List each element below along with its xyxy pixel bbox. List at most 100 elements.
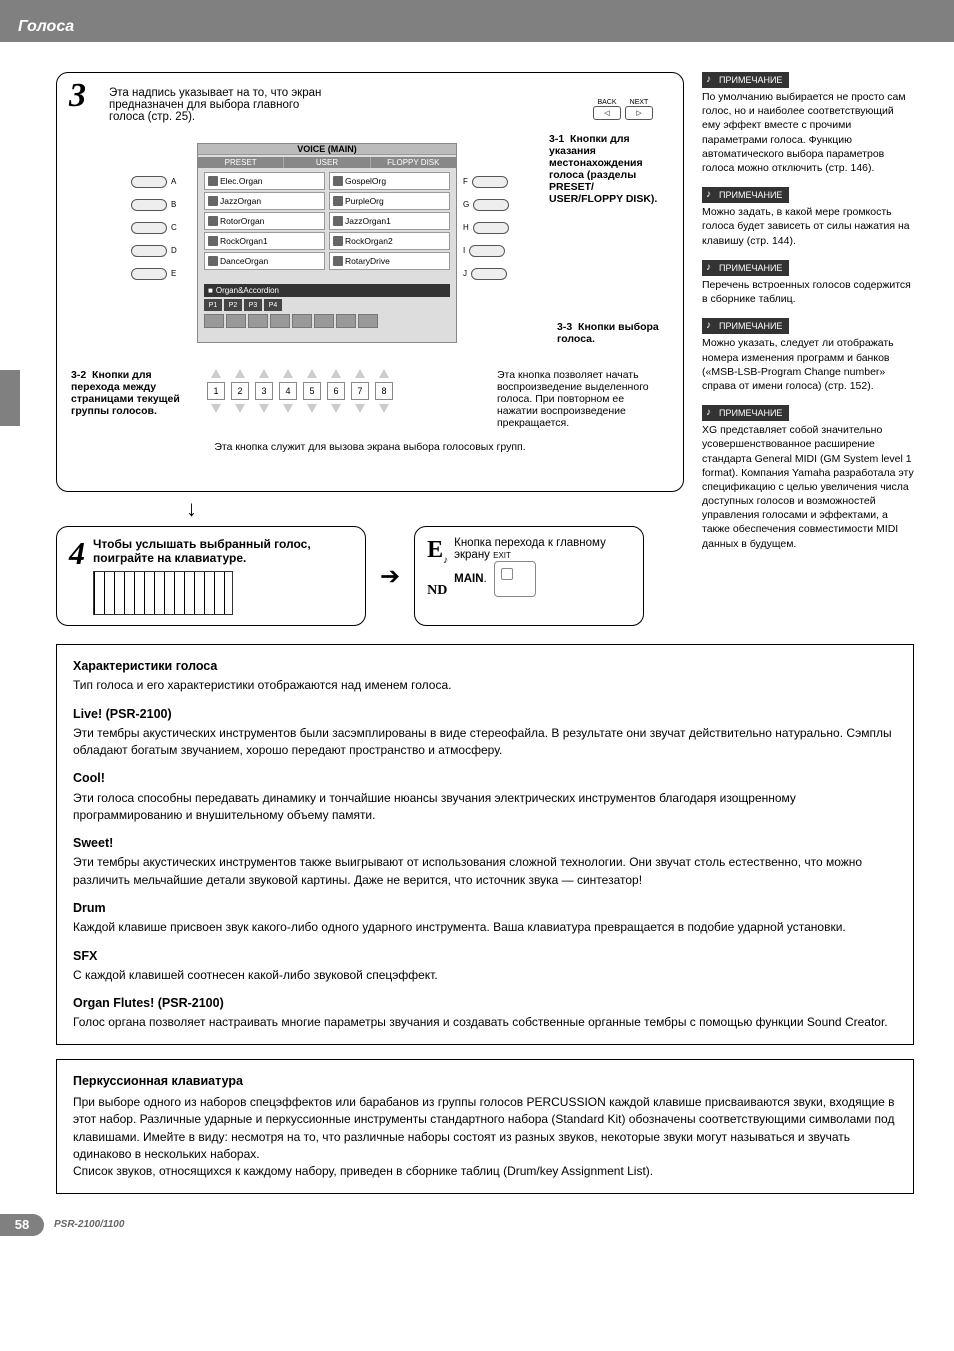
page-p3[interactable]: P3 xyxy=(244,299,262,311)
label-3-2: 3-2 Кнопки для перехода между страницами… xyxy=(71,369,201,417)
char-t-live: Эти тембры акустических инструментов был… xyxy=(73,725,897,760)
section-header: Голоса xyxy=(0,12,954,42)
perc-body: При выборе одного из наборов спецэффекто… xyxy=(73,1094,897,1164)
lcd-screen: VOICE (MAIN) PRESET USER FLOPPY DISK Ele… xyxy=(197,143,457,343)
step3-diagram: 3 Эта надпись указывает на то, что экран… xyxy=(56,72,684,492)
tool-icon[interactable] xyxy=(204,314,224,328)
note-4: ПРИМЕЧАНИЕ Можно указать, следует ли ото… xyxy=(702,318,914,393)
step4-box: 4 Чтобы услышать выбранный голос, поигра… xyxy=(56,526,366,626)
down-arrow-icon: ↓ xyxy=(186,496,684,522)
side-buttons-left: A B C D E xyxy=(131,173,177,288)
note-text: Перечень встроенных голосов содержится в… xyxy=(702,278,914,306)
note-5: ПРИМЕЧАНИЕ XG представляет собой значите… xyxy=(702,405,914,551)
btn-f[interactable]: F xyxy=(463,173,509,190)
exit-label: EXIT xyxy=(493,551,511,560)
label-3-1: 3-1 Кнопки для указания местонахождения … xyxy=(549,133,669,205)
btn-e[interactable]: E xyxy=(131,265,177,282)
num-6[interactable]: 6 xyxy=(327,369,345,413)
note-label: ПРИМЕЧАНИЕ xyxy=(702,260,789,276)
main-label: MAIN xyxy=(454,573,483,585)
page-p4[interactable]: P4 xyxy=(264,299,282,311)
screen-title: VOICE (MAIN) xyxy=(198,144,456,155)
btn-h[interactable]: H xyxy=(463,219,509,236)
btn-b[interactable]: B xyxy=(131,196,177,213)
note-label: ПРИМЕЧАНИЕ xyxy=(702,187,789,203)
note-1: ПРИМЕЧАНИЕ По умолчанию выбирается не пр… xyxy=(702,72,914,175)
back-button[interactable]: BACK ◁ xyxy=(593,99,621,120)
page-tabs: P1 P2 P3 P4 xyxy=(204,299,282,311)
tool-icon[interactable] xyxy=(292,314,312,328)
back-next-controls: BACK ◁ NEXT ▷ xyxy=(593,99,653,120)
btn-g[interactable]: G xyxy=(463,196,509,213)
tab-floppy[interactable]: FLOPPY DISK xyxy=(371,157,456,168)
voice-item[interactable]: RockOrgan2 xyxy=(329,232,450,250)
char-t-organ: Голос органа позволяет настраивать многи… xyxy=(73,1014,897,1031)
end-box: E♪ND Кнопка перехода к главному экрану E… xyxy=(414,526,644,626)
back-label: BACK xyxy=(597,99,616,106)
btn-d[interactable]: D xyxy=(131,242,177,259)
voice-item[interactable]: JazzOrgan xyxy=(204,192,325,210)
percussion-box: Перкуссионная клавиатура При выборе одно… xyxy=(56,1059,914,1194)
note-text: Можно задать, в какой мере громкость гол… xyxy=(702,205,914,248)
btn-i[interactable]: I xyxy=(463,242,509,259)
perc-title: Перкуссионная клавиатура xyxy=(73,1072,897,1090)
num-7[interactable]: 7 xyxy=(351,369,369,413)
exit-button-icon[interactable] xyxy=(494,561,536,597)
page-number: 58 xyxy=(0,1214,44,1236)
step4-number: 4 xyxy=(69,537,85,615)
tab-user[interactable]: USER xyxy=(284,157,369,168)
tool-icon[interactable] xyxy=(270,314,290,328)
category-bar: ■ Organ&Accordion xyxy=(204,284,450,297)
tool-icon[interactable] xyxy=(358,314,378,328)
section-title: Голоса xyxy=(18,18,74,35)
num-2[interactable]: 2 xyxy=(231,369,249,413)
voice-item[interactable]: RotorOrgan xyxy=(204,212,325,230)
page-p1[interactable]: P1 xyxy=(204,299,222,311)
char-title: Характеристики голоса xyxy=(73,657,897,675)
keyboard-icon xyxy=(93,571,233,615)
num-1[interactable]: 1 xyxy=(207,369,225,413)
number-buttons: 1 2 3 4 5 6 7 8 xyxy=(207,369,393,413)
page-footer: 58 PSR-2100/1100 xyxy=(0,1214,858,1236)
char-h-sfx: SFX xyxy=(73,947,897,965)
btn-c[interactable]: C xyxy=(131,219,177,236)
tool-icon[interactable] xyxy=(248,314,268,328)
char-h-cool: Cool! xyxy=(73,769,897,787)
char-intro: Тип голоса и его характеристики отобража… xyxy=(73,677,897,694)
voice-item[interactable]: DanceOrgan xyxy=(204,252,325,270)
step3-intro: Эта надпись указывает на то, что экран п… xyxy=(109,87,329,123)
label-3-3: 3-3 Кнопки выбора голоса. xyxy=(557,321,669,345)
num-3[interactable]: 3 xyxy=(255,369,273,413)
voice-item[interactable]: PurpleOrg xyxy=(329,192,450,210)
char-h-sweet: Sweet! xyxy=(73,834,897,852)
top-rule xyxy=(0,0,954,12)
voice-item[interactable]: Elec.Organ xyxy=(204,172,325,190)
voice-item[interactable]: RotaryDrive xyxy=(329,252,450,270)
page-p2[interactable]: P2 xyxy=(224,299,242,311)
btn-a[interactable]: A xyxy=(131,173,177,190)
tool-icon[interactable] xyxy=(226,314,246,328)
step4-text: Чтобы услышать выбранный голос, поиграйт… xyxy=(93,537,353,565)
char-t-cool: Эти голоса способны передавать динамику … xyxy=(73,790,897,825)
num-4[interactable]: 4 xyxy=(279,369,297,413)
btn-j[interactable]: J xyxy=(463,265,509,282)
num-5[interactable]: 5 xyxy=(303,369,321,413)
play-note: Эта кнопка позволяет начать воспроизведе… xyxy=(497,369,657,429)
note-label: ПРИМЕЧАНИЕ xyxy=(702,72,789,88)
tool-icon[interactable] xyxy=(336,314,356,328)
num-8[interactable]: 8 xyxy=(375,369,393,413)
voice-item[interactable]: JazzOrgan1 xyxy=(329,212,450,230)
voice-item[interactable]: RockOrgan1 xyxy=(204,232,325,250)
tool-icon[interactable] xyxy=(314,314,334,328)
note-label: ПРИМЕЧАНИЕ xyxy=(702,405,789,421)
bottom-caption: Эта кнопка служит для вызова экрана выбо… xyxy=(137,441,603,453)
tab-preset[interactable]: PRESET xyxy=(198,157,283,168)
voice-item[interactable]: GospelOrg xyxy=(329,172,450,190)
char-t-sweet: Эти тембры акустических инструментов так… xyxy=(73,854,897,889)
note-text: XG представляет собой значительно усовер… xyxy=(702,423,914,551)
next-button[interactable]: NEXT ▷ xyxy=(625,99,653,120)
note-2: ПРИМЕЧАНИЕ Можно задать, в какой мере гр… xyxy=(702,187,914,248)
voice-list: Elec.Organ GospelOrg JazzOrgan PurpleOrg… xyxy=(204,172,450,270)
characteristics-box: Характеристики голоса Тип голоса и его х… xyxy=(56,644,914,1045)
end-mark: E♪ND xyxy=(427,537,448,615)
